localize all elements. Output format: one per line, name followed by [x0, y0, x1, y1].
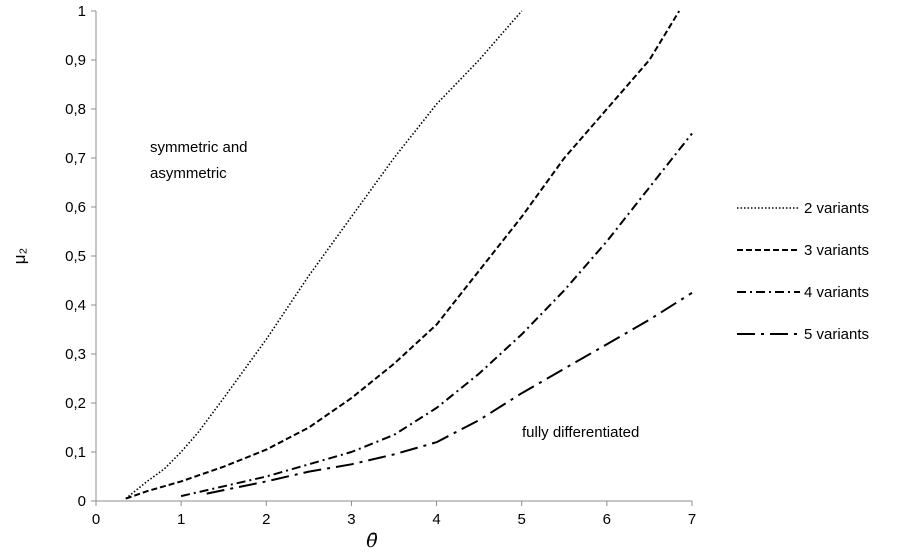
x-tick-label: 4: [432, 511, 440, 528]
x-tick-label: 5: [518, 511, 526, 528]
y-tick-label: 0,6: [65, 199, 86, 216]
x-axis-label: θ̄: [366, 530, 378, 552]
y-tick-label: 0,7: [65, 150, 86, 167]
y-tick-label: 0,4: [65, 297, 86, 314]
annotation-symmetric-line-1: symmetric and: [150, 139, 248, 156]
y-tick-label: 1: [78, 3, 86, 20]
series-line-4: [206, 291, 693, 495]
legend-label-3: 4 variants: [804, 284, 869, 301]
x-tick-label: 7: [688, 511, 696, 528]
annotation-symmetric-line-2: asymmetric: [150, 165, 227, 182]
series-line-1: [125, 10, 523, 500]
y-tick-label: 0,9: [65, 52, 86, 69]
annotations: symmetric and asymmetric fully different…: [150, 139, 639, 441]
y-tick-label: 0,2: [65, 395, 86, 412]
x-tick-label: 2: [262, 511, 270, 528]
axes: 0 1 2 3 4 5 6 7 0 0,1 0,2 0,3 0,4 0,5 0,6 0,7 0,8 0,9 1 θ̄ μ…: [10, 3, 696, 552]
x-tick-label: 0: [92, 511, 100, 528]
y-axis-label: μ₂: [10, 248, 29, 264]
x-tick-label: 6: [603, 511, 611, 528]
y-tick-label: 0,5: [65, 248, 86, 265]
annotation-fully-differentiated: fully differentiated: [522, 424, 639, 441]
series-line-3: [180, 132, 693, 498]
series-line-2: [125, 10, 681, 500]
y-tick-label: 0,3: [65, 346, 86, 363]
legend-label-1: 2 variants: [804, 200, 869, 217]
y-tick-label: 0,1: [65, 444, 86, 461]
legend-label-4: 5 variants: [804, 326, 869, 343]
x-tick-label: 3: [347, 511, 355, 528]
x-tick-label: 1: [177, 511, 185, 528]
y-tick-label: 0: [78, 493, 86, 510]
legend-label-2: 3 variants: [804, 242, 869, 259]
y-tick-label: 0,8: [65, 101, 86, 118]
series-layer: [125, 10, 693, 500]
legend: 2 variants 3 variants 4 variants 5 variants: [737, 200, 869, 343]
